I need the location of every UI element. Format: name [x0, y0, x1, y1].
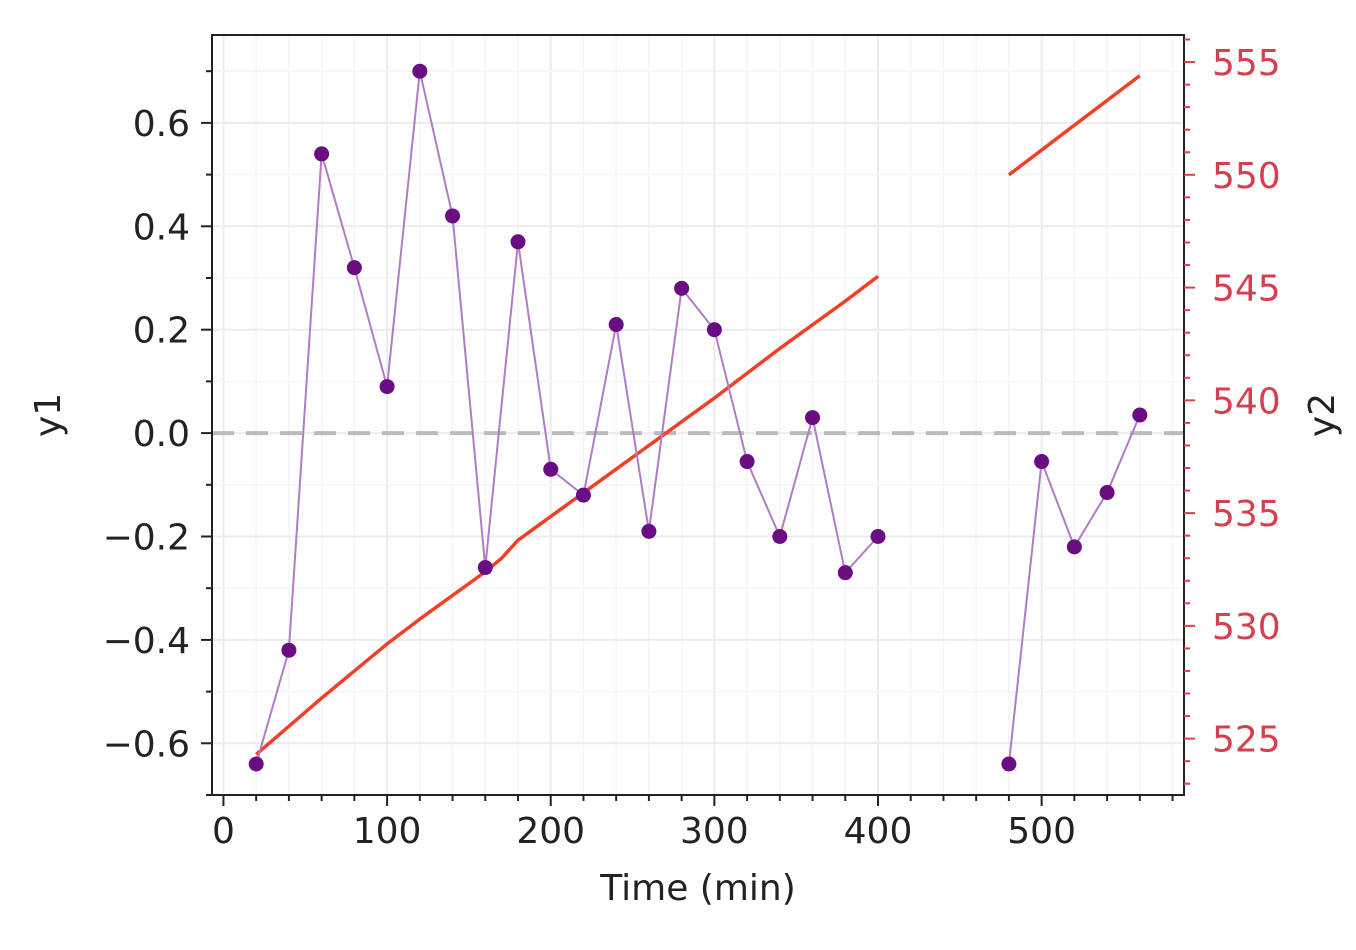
y2-tick-label: 540 — [1212, 381, 1281, 422]
y1-data-point — [805, 410, 821, 426]
y1-data-point — [674, 280, 690, 296]
y2-tick-label: 530 — [1212, 607, 1281, 648]
y1-data-point — [543, 461, 559, 477]
grid — [212, 35, 1184, 796]
y1-data-point — [1099, 485, 1115, 501]
y1-axis: −0.6 −0.4 −0.2 0.0 0.2 0.4 0.6 — [103, 70, 212, 796]
y1-tick-label: −0.6 — [103, 724, 190, 765]
x-tick-label: 400 — [844, 811, 913, 852]
y1-tick-label: 0.2 — [133, 311, 190, 352]
y1-data-point — [870, 528, 886, 544]
y2-series-line — [255, 274, 880, 756]
plot-background — [212, 35, 1184, 795]
y1-tick-label: −0.4 — [103, 621, 190, 662]
y1-data-point — [314, 146, 330, 162]
y2-tick-label: 545 — [1212, 269, 1281, 310]
y1-tick-label: 0.4 — [133, 207, 190, 248]
y2-tick-label: 550 — [1212, 156, 1281, 197]
y2-tick-label: 535 — [1212, 494, 1281, 535]
y1-data-point — [608, 317, 624, 333]
y1-data-point — [248, 756, 264, 772]
y2-series-line — [1007, 74, 1141, 177]
y1-data-point — [281, 642, 297, 658]
y1-data-point — [1132, 407, 1148, 423]
x-tick-label: 500 — [1007, 811, 1076, 852]
y1-data-point — [477, 560, 493, 576]
y1-data-point — [379, 379, 395, 395]
y1-data-point — [837, 565, 853, 581]
y1-axis-label: y1 — [28, 393, 69, 437]
y1-data-point — [1066, 539, 1082, 555]
y1-data-point — [1001, 756, 1017, 772]
x-axis: 0 100 200 300 400 500 — [212, 795, 1174, 852]
y2-axis-label: y2 — [1302, 393, 1343, 437]
y1-tick-label: 0.0 — [133, 414, 190, 455]
y2-series — [255, 74, 1141, 756]
y1-data-point — [510, 234, 526, 250]
y2-tick-label: 555 — [1212, 43, 1281, 84]
y1-data-point — [739, 454, 755, 470]
x-tick-label: 200 — [516, 811, 585, 852]
y1-data-point — [346, 260, 362, 276]
y1-tick-label: 0.6 — [133, 104, 190, 145]
x-tick-label: 100 — [353, 811, 422, 852]
y1-data-point — [706, 322, 722, 338]
y1-data-point — [641, 523, 657, 539]
y1-data-point — [772, 528, 788, 544]
y1-series-line — [255, 70, 879, 765]
y1-data-point — [1034, 454, 1050, 470]
y2-axis: 525 530 535 540 545 550 555 — [1184, 38, 1281, 785]
y1-data-point — [412, 63, 428, 79]
plot-frame — [211, 34, 1185, 796]
y2-tick-label: 525 — [1212, 720, 1281, 761]
x-axis-label: Time (min) — [599, 868, 796, 909]
x-tick-label: 300 — [680, 811, 749, 852]
y1-tick-label: −0.2 — [103, 517, 190, 558]
x-tick-label: 0 — [212, 811, 235, 852]
y1-data-point — [575, 487, 591, 503]
y1-series — [248, 63, 1148, 772]
y1-data-point — [445, 208, 461, 224]
